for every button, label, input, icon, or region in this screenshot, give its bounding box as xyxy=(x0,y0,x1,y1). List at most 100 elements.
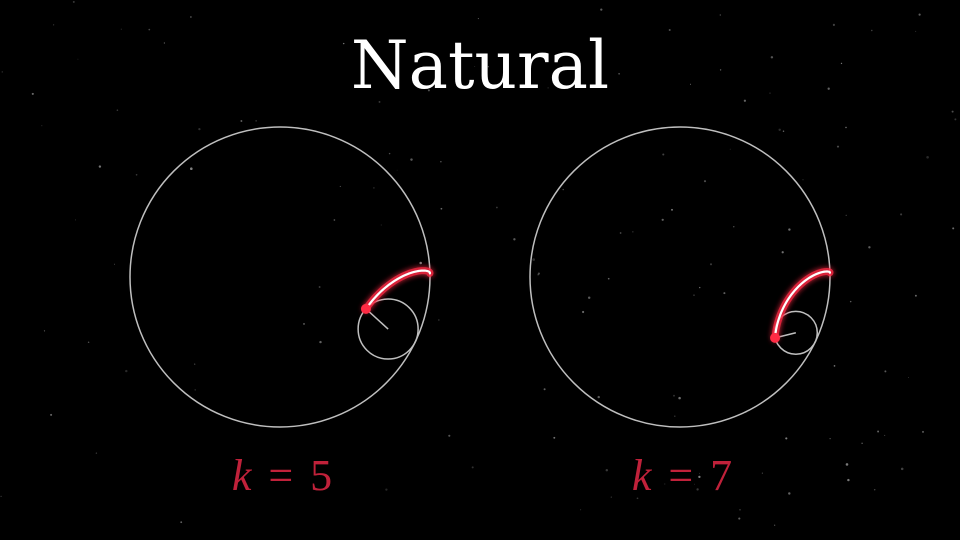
dust-speck xyxy=(661,218,664,221)
dust-speck xyxy=(600,8,603,11)
trace-curve xyxy=(364,269,432,310)
dust-speck xyxy=(781,251,784,254)
dust-speck xyxy=(31,92,34,95)
dust-speck xyxy=(733,226,735,228)
dust-speck xyxy=(699,472,701,474)
dust-speck xyxy=(163,42,166,44)
dust-speck xyxy=(833,365,836,367)
dust-speck xyxy=(487,66,489,68)
tracer-dot xyxy=(360,303,371,314)
dust-speck xyxy=(438,319,440,321)
dust-speck xyxy=(678,396,681,400)
dust-speck xyxy=(537,273,539,276)
dust-speck xyxy=(847,478,850,482)
dust-speck xyxy=(53,24,55,26)
dust-speck xyxy=(238,461,241,464)
dust-speck xyxy=(951,110,954,113)
dust-speck xyxy=(619,232,622,234)
dust-speck xyxy=(845,214,847,216)
dust-speck xyxy=(849,300,852,303)
dust-speck xyxy=(194,389,196,391)
rolling-spoke xyxy=(365,308,389,330)
dust-speck xyxy=(474,66,476,68)
dust-speck xyxy=(770,56,774,59)
dust-speck xyxy=(50,413,53,416)
rolling-circle xyxy=(357,298,419,360)
dust-speck xyxy=(845,463,849,466)
dust-speck xyxy=(774,524,776,526)
dust-speck xyxy=(135,173,138,176)
dust-speck xyxy=(396,169,398,171)
dust-speck xyxy=(380,224,382,226)
dust-speck xyxy=(607,277,610,280)
dust-speck xyxy=(884,434,886,436)
dust-speck xyxy=(873,488,876,491)
dust-speck xyxy=(547,87,549,89)
k-label-op: = xyxy=(668,451,693,500)
dust-speck xyxy=(116,109,119,111)
dust-speck xyxy=(952,227,955,230)
dust-speck xyxy=(255,120,257,122)
dust-speck xyxy=(836,145,840,148)
dust-speck xyxy=(339,185,341,187)
dust-speck xyxy=(693,294,695,296)
dust-speck xyxy=(333,219,336,221)
dust-speck xyxy=(597,395,600,399)
dust-speck xyxy=(318,286,321,288)
dust-speck xyxy=(689,83,692,85)
dust-speck xyxy=(871,29,873,32)
dust-speck xyxy=(884,370,887,373)
dust-speck xyxy=(77,58,79,60)
dust-speck xyxy=(671,208,673,211)
dust-speck xyxy=(388,152,391,155)
dust-speck xyxy=(696,488,699,491)
dust-speck xyxy=(240,120,243,122)
dust-speck xyxy=(532,258,535,261)
panel-k7: k = 7 xyxy=(529,126,834,500)
dust-speck xyxy=(190,167,193,170)
dust-speck xyxy=(605,468,609,472)
dust-speck xyxy=(674,415,676,417)
dust-speck xyxy=(120,28,122,30)
dust-speck xyxy=(537,272,540,275)
dust-speck xyxy=(342,42,345,45)
fixed-circle xyxy=(129,126,431,428)
dust-speck xyxy=(915,30,917,32)
dust-speck xyxy=(802,179,804,181)
dust-speck xyxy=(87,341,90,343)
dust-speck xyxy=(699,286,701,289)
dust-speck xyxy=(580,509,582,511)
dust-speck xyxy=(954,118,957,121)
dust-speck xyxy=(914,294,917,297)
dust-speck xyxy=(587,296,591,300)
dust-speck xyxy=(769,92,771,94)
dust-speck xyxy=(788,492,791,495)
page-title: Natural xyxy=(351,27,609,104)
dust-speck xyxy=(926,156,929,159)
dust-speck xyxy=(739,508,741,511)
dust-speck xyxy=(743,99,747,102)
dust-speck xyxy=(861,442,863,444)
dust-speck xyxy=(396,49,398,51)
dust-speck xyxy=(198,127,201,131)
k-label-var: k xyxy=(632,451,653,500)
dust-speck xyxy=(496,206,498,209)
dust-speck xyxy=(785,437,788,440)
dust-speck xyxy=(477,18,479,20)
dust-speck xyxy=(190,16,192,18)
dust-speck xyxy=(471,466,474,469)
dust-speck xyxy=(900,213,903,216)
dust-speck xyxy=(543,388,546,391)
dust-speck xyxy=(95,452,98,454)
dust-speck xyxy=(709,263,713,266)
dust-speck xyxy=(114,263,115,265)
fixed-circle xyxy=(529,126,831,428)
dust-speck xyxy=(43,330,46,332)
dust-speck xyxy=(419,261,422,265)
dust-speck xyxy=(832,23,835,26)
dust-speck xyxy=(729,148,731,150)
dust-speck xyxy=(907,376,910,379)
dust-speck xyxy=(125,369,128,373)
